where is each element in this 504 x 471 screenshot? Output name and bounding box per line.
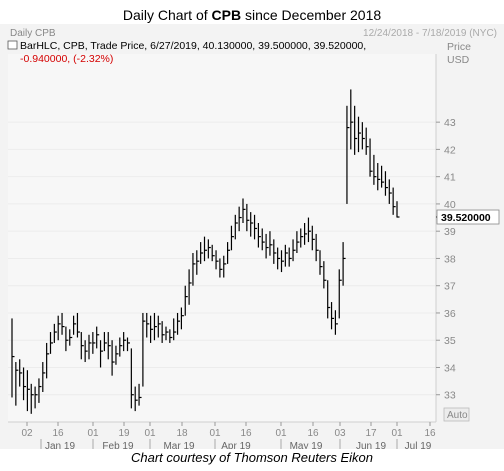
x-tick-label: 18	[176, 428, 188, 439]
x-month-label: Apr 19	[221, 441, 251, 449]
x-tick-label: 01	[391, 428, 403, 439]
info-line-1: BarHLC, CPB, Trade Price, 6/27/2019, 40.…	[20, 40, 366, 52]
auto-label: Auto	[447, 410, 468, 421]
y-tick-label: 36	[444, 308, 456, 320]
title-ticker: CPB	[211, 7, 242, 23]
x-month-label: Jun 19	[356, 441, 386, 449]
ohlc-chart[interactable]: 33 34 35 36 37 38 39 40 41 42 43 39.520000 Auto 02 16…	[0, 24, 504, 449]
plot-area	[8, 54, 436, 422]
y-tick-label: 37	[444, 281, 456, 293]
y-tick-label: 34	[444, 362, 456, 374]
x-tick-label: 03	[334, 428, 346, 439]
x-month-label: Jul 19	[405, 441, 432, 449]
x-tick-label: 01	[144, 428, 156, 439]
y-tick-label: 35	[444, 335, 456, 347]
chart-caption: Chart courtesy of Thomson Reuters Eikon	[130, 450, 374, 465]
x-tick-label: 01	[209, 428, 221, 439]
axis-unit: USD	[447, 54, 470, 66]
last-price-label: 39.520000	[441, 212, 491, 224]
y-tick-label: 39	[444, 226, 456, 238]
date-range: 12/24/2018 - 7/18/2019 (NYC)	[363, 28, 497, 39]
info-line-2: -0.940000, (-2.32%)	[20, 53, 113, 65]
title-prefix: Daily Chart of	[122, 7, 212, 23]
x-tick-label: 01	[275, 428, 287, 439]
x-month-label: Feb 19	[102, 441, 134, 449]
y-tick-label: 33	[444, 390, 456, 402]
y-tick-label: 40	[444, 199, 456, 211]
last-price-box	[436, 209, 500, 225]
y-tick-label: 43	[444, 117, 456, 129]
x-tick-label: 16	[240, 428, 252, 439]
x-tick-label: 16	[52, 428, 64, 439]
chart-panel[interactable]: 33 34 35 36 37 38 39 40 41 42 43 39.520000 Auto 02 16…	[0, 24, 504, 449]
panel-label: Daily CPB	[10, 28, 56, 39]
auto-button	[443, 407, 470, 422]
legend-box	[7, 40, 18, 50]
x-month-label: May 19	[290, 441, 323, 449]
y-tick-label: 42	[444, 144, 456, 156]
x-tick-label: 19	[118, 428, 130, 439]
x-tick-label: 16	[424, 428, 436, 439]
x-tick-label: 02	[21, 428, 33, 439]
x-tick-label: 16	[307, 428, 319, 439]
axis-title: Price	[447, 41, 471, 53]
x-tick-label: 01	[87, 428, 99, 439]
y-tick-label: 38	[444, 253, 456, 265]
x-month-label: Jan 19	[45, 441, 75, 449]
y-tick-label: 41	[444, 172, 456, 184]
x-tick-label: 17	[365, 428, 377, 439]
page-title: Daily Chart of CPB since December 2018	[0, 7, 504, 23]
x-month-label: Mar 19	[163, 441, 195, 449]
title-suffix: since December 2018	[241, 7, 382, 23]
